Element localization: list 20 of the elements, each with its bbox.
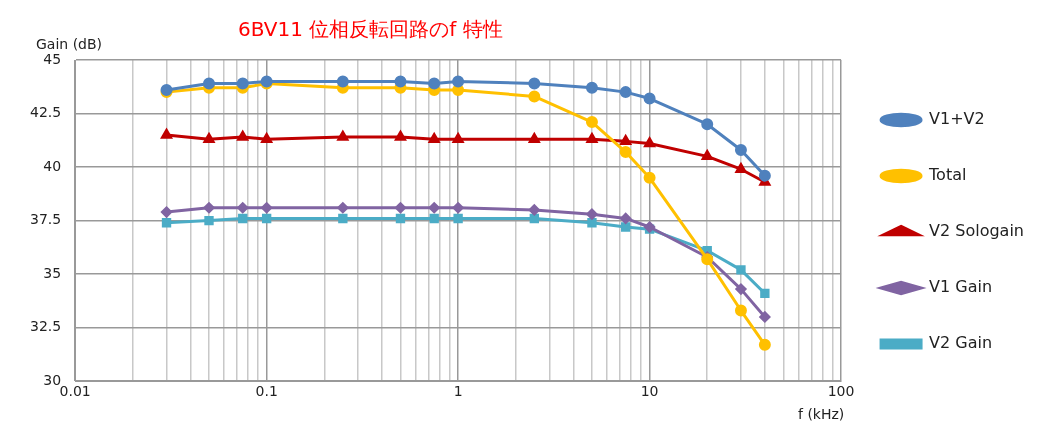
y-tick-label: 32.5	[30, 318, 62, 335]
legend-label: Total	[928, 165, 967, 185]
legend-label: V2 Sologain	[929, 221, 1024, 241]
x-tick-label: 10	[640, 383, 659, 400]
x-tick-label: 0.01	[59, 383, 91, 400]
x-axis-title: f (kHz)	[798, 406, 845, 422]
y-tick-label: 40	[43, 157, 62, 174]
x-tick-label: 1	[453, 383, 463, 400]
y-tick-label: 37.5	[30, 211, 62, 228]
legend-label: V2 Gain	[929, 333, 993, 353]
y-axis-title: Gain (dB)	[36, 36, 103, 52]
y-tick-label: 42.5	[30, 104, 62, 121]
x-tick-label: 0.1	[255, 383, 278, 400]
legend-label: V1 Gain	[929, 277, 993, 297]
y-tick-label: 45	[43, 50, 62, 67]
legend-label: V1+V2	[929, 109, 985, 129]
y-tick-label: 35	[43, 264, 62, 281]
x-tick-label: 100	[827, 383, 855, 400]
chart-title: 6BV11 位相反転回路のf 特性	[238, 16, 503, 43]
y-tick-label: 30	[43, 371, 62, 388]
